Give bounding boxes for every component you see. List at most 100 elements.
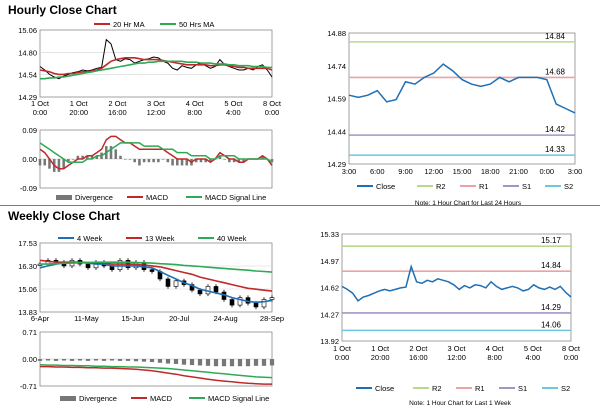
level-label-s1: 14.42 bbox=[545, 125, 566, 134]
legend-label: Close bbox=[375, 384, 394, 393]
legend-label: S2 bbox=[564, 182, 573, 191]
legend-label: 4 Week bbox=[77, 234, 103, 243]
legend-label: MACD Signal Line bbox=[208, 394, 269, 403]
divergence-bar bbox=[71, 159, 75, 160]
x-tick-label: 8 Oct bbox=[562, 344, 581, 353]
divergence-bar bbox=[95, 155, 99, 159]
x-tick-label: 0:00 bbox=[539, 167, 554, 176]
level-label-s2: 14.33 bbox=[545, 145, 566, 154]
x-tick-label: 3:00 bbox=[568, 167, 583, 176]
level-label-r2: 14.84 bbox=[545, 32, 566, 41]
y-tick-label: 14.59 bbox=[327, 95, 346, 104]
ma-line-20-hr-ma bbox=[39, 56, 273, 76]
y-tick-label: 0.00 bbox=[22, 155, 37, 164]
legend-swatch bbox=[60, 396, 76, 401]
divergence-bar bbox=[232, 159, 236, 163]
y-tick-label: 0.00 bbox=[22, 355, 37, 364]
legend-label: MACD bbox=[150, 394, 173, 403]
divergence-bar bbox=[109, 359, 115, 361]
x-tick-label: 5 Oct bbox=[224, 99, 243, 108]
divergence-bar bbox=[161, 159, 165, 160]
price-candle bbox=[253, 302, 259, 308]
divergence-bar bbox=[93, 359, 99, 361]
close-line bbox=[39, 38, 273, 80]
legend-label: 20 Hr MA bbox=[113, 20, 145, 29]
divergence-bar bbox=[181, 359, 187, 365]
y-tick-label: 14.74 bbox=[327, 62, 346, 71]
level-label-s2: 14.06 bbox=[541, 320, 562, 329]
x-tick-label: 16:00 bbox=[108, 108, 127, 117]
divergence-bar bbox=[53, 359, 59, 361]
price-candle bbox=[261, 299, 267, 308]
x-tick-label: 1 Oct bbox=[333, 344, 352, 353]
divergence-bar bbox=[189, 359, 195, 366]
price-candle bbox=[189, 284, 195, 291]
y-tick-label: 14.80 bbox=[18, 48, 37, 57]
legend-label: MACD Signal Line bbox=[205, 193, 266, 202]
x-tick-label: 9:00 bbox=[398, 167, 413, 176]
divergence-bar bbox=[205, 359, 211, 366]
x-tick-label: 1 Oct bbox=[31, 99, 50, 108]
ma-line-50-hrs-ma bbox=[40, 60, 272, 80]
y-tick-label: 15.33 bbox=[320, 230, 339, 239]
x-tick-label: 0:00 bbox=[335, 353, 350, 362]
macd-line bbox=[39, 135, 273, 170]
ma-line-13-week bbox=[39, 259, 273, 292]
level-label-r1: 14.84 bbox=[541, 261, 562, 270]
divergence-bar bbox=[109, 146, 113, 159]
legend-label: S1 bbox=[522, 182, 531, 191]
divergence-bar bbox=[117, 359, 123, 361]
divergence-bar bbox=[194, 159, 198, 163]
divergence-bar bbox=[81, 155, 84, 159]
chart-note: Note: 1 Hour Chart for Last 24 Hours bbox=[415, 200, 522, 207]
legend-label: 50 Hrs MA bbox=[179, 20, 214, 29]
y-tick-label: 14.44 bbox=[327, 127, 346, 136]
legend-label: 13 Week bbox=[145, 234, 175, 243]
price-candle bbox=[269, 297, 275, 300]
x-tick-label: 20:00 bbox=[371, 353, 390, 362]
legend-label: S2 bbox=[561, 384, 570, 393]
macd-signal-line bbox=[39, 363, 273, 379]
x-tick-label: 28-Sep bbox=[260, 314, 284, 323]
divergence-bar bbox=[119, 155, 122, 159]
divergence-bar bbox=[213, 359, 219, 367]
divergence-bar bbox=[37, 359, 43, 361]
y-tick-label: 14.29 bbox=[327, 160, 346, 169]
x-tick-label: 12:00 bbox=[447, 353, 466, 362]
divergence-bar bbox=[43, 159, 47, 166]
price-candle bbox=[165, 278, 171, 287]
y-tick-label: -0.71 bbox=[20, 382, 37, 391]
x-tick-label: 8:00 bbox=[487, 353, 502, 362]
levels-chart-frame bbox=[341, 233, 572, 342]
divergence-bar bbox=[123, 159, 127, 160]
section-divider bbox=[0, 205, 600, 206]
divergence-bar bbox=[199, 159, 203, 163]
price-candle bbox=[213, 286, 219, 293]
price-candle bbox=[229, 299, 235, 306]
legend-label: R2 bbox=[432, 384, 442, 393]
hourly-section-title: Hourly Close Chart bbox=[8, 3, 117, 17]
x-tick-label: 15-Jun bbox=[121, 314, 144, 323]
divergence-bar bbox=[76, 155, 80, 159]
close-line bbox=[348, 63, 576, 114]
y-tick-label: 15.06 bbox=[18, 285, 37, 294]
divergence-bar bbox=[185, 159, 189, 166]
y-tick-label: 17.53 bbox=[18, 239, 37, 248]
y-tick-label: 13.92 bbox=[320, 337, 339, 346]
y-tick-label: 0.09 bbox=[22, 126, 37, 135]
legend-swatch bbox=[56, 195, 72, 200]
x-tick-label: 8 Oct bbox=[263, 99, 282, 108]
y-tick-label: 0.71 bbox=[22, 328, 37, 337]
divergence-bar bbox=[45, 359, 51, 361]
x-tick-label: 18:00 bbox=[481, 167, 500, 176]
divergence-bar bbox=[69, 359, 75, 361]
x-tick-label: 4 Oct bbox=[186, 99, 205, 108]
x-tick-label: 6:00 bbox=[370, 167, 385, 176]
level-label-r1: 14.68 bbox=[545, 67, 566, 76]
divergence-bar bbox=[223, 159, 226, 160]
divergence-bar bbox=[125, 359, 131, 361]
divergence-bar bbox=[171, 159, 174, 166]
x-tick-label: 20:00 bbox=[69, 108, 88, 117]
divergence-bar bbox=[176, 159, 179, 166]
divergence-bar bbox=[173, 359, 179, 364]
